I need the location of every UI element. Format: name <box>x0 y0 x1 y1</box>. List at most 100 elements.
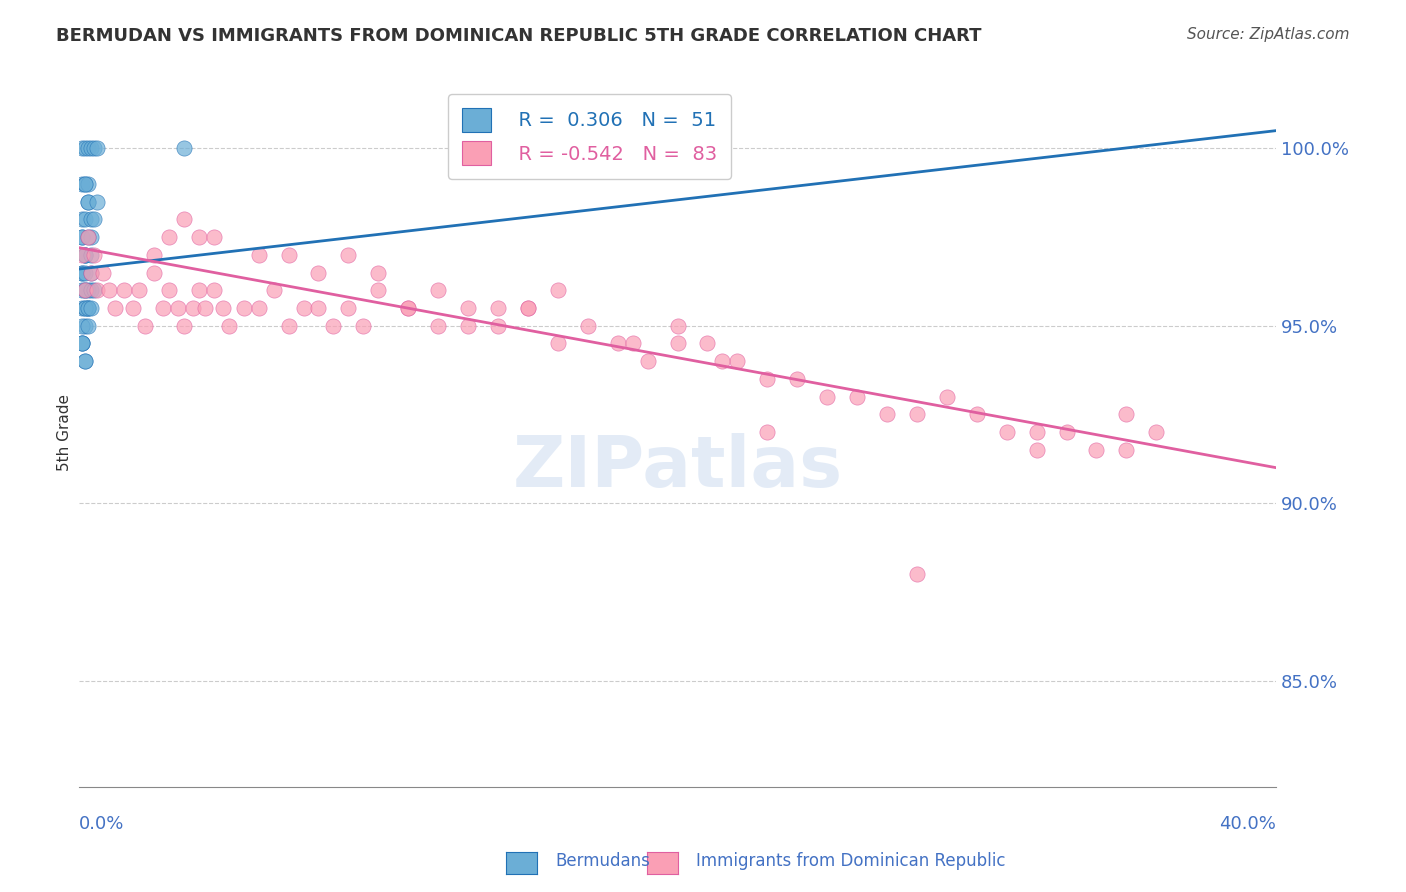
Point <box>756 372 779 386</box>
Point <box>75 141 97 155</box>
Point <box>104 301 127 315</box>
Point <box>86 283 108 297</box>
Point <box>77 301 100 315</box>
Point <box>80 141 103 155</box>
Point <box>80 230 103 244</box>
Point <box>1144 425 1167 440</box>
Point <box>427 318 450 333</box>
Point <box>292 301 315 315</box>
Point <box>396 301 419 315</box>
Point <box>157 230 180 244</box>
Point <box>396 301 419 315</box>
Point <box>516 301 538 315</box>
Point <box>457 318 479 333</box>
Point <box>637 354 659 368</box>
Point <box>112 283 135 297</box>
Point <box>308 301 330 315</box>
Point <box>77 194 100 209</box>
Point <box>75 248 97 262</box>
Point <box>75 177 97 191</box>
Point <box>70 212 93 227</box>
Point <box>194 301 217 315</box>
Point <box>75 283 97 297</box>
Point <box>1025 442 1047 457</box>
Point <box>80 248 103 262</box>
Point <box>128 283 150 297</box>
Point <box>91 266 114 280</box>
Point <box>75 301 97 315</box>
Point <box>70 283 93 297</box>
Point <box>75 248 97 262</box>
Point <box>77 194 100 209</box>
Point <box>576 318 599 333</box>
Point <box>70 318 93 333</box>
Point <box>173 212 195 227</box>
Point <box>815 390 838 404</box>
Y-axis label: 5th Grade: 5th Grade <box>58 393 72 471</box>
Point <box>142 248 165 262</box>
Point <box>666 318 689 333</box>
Point <box>75 266 97 280</box>
Legend:   R =  0.306   N =  51,   R = -0.542   N =  83: R = 0.306 N = 51, R = -0.542 N = 83 <box>449 95 731 178</box>
Point <box>80 301 103 315</box>
Point <box>427 283 450 297</box>
Point <box>75 283 97 297</box>
Point <box>80 266 103 280</box>
Point <box>134 318 156 333</box>
Point <box>77 318 100 333</box>
Point <box>876 408 898 422</box>
Point <box>75 318 97 333</box>
Point <box>352 318 374 333</box>
Point <box>232 301 254 315</box>
Point <box>322 318 344 333</box>
Text: 40.0%: 40.0% <box>1219 815 1277 833</box>
Point <box>75 301 97 315</box>
Point <box>966 408 988 422</box>
Point <box>77 141 100 155</box>
Point <box>83 212 105 227</box>
Point <box>277 248 299 262</box>
Point <box>756 425 779 440</box>
Point <box>905 567 928 582</box>
Point <box>547 336 569 351</box>
Point <box>1085 442 1108 457</box>
Point <box>263 283 285 297</box>
Text: 0.0%: 0.0% <box>79 815 125 833</box>
Point <box>70 336 93 351</box>
Point <box>70 301 93 315</box>
Point <box>786 372 808 386</box>
Point <box>621 336 644 351</box>
Point <box>308 266 330 280</box>
Text: Bermudans: Bermudans <box>555 852 650 870</box>
Point <box>337 301 360 315</box>
Point <box>70 266 93 280</box>
Point <box>142 266 165 280</box>
Point <box>70 248 93 262</box>
Point <box>1056 425 1078 440</box>
Point <box>187 283 209 297</box>
Point <box>83 248 105 262</box>
Point <box>83 141 105 155</box>
Point <box>80 212 103 227</box>
Point <box>547 283 569 297</box>
Point <box>247 301 270 315</box>
Point <box>77 230 100 244</box>
Text: BERMUDAN VS IMMIGRANTS FROM DOMINICAN REPUBLIC 5TH GRADE CORRELATION CHART: BERMUDAN VS IMMIGRANTS FROM DOMINICAN RE… <box>56 27 981 45</box>
Point <box>70 336 93 351</box>
Point <box>1115 408 1137 422</box>
Point <box>696 336 718 351</box>
Point <box>75 283 97 297</box>
Point <box>995 425 1018 440</box>
Point <box>337 248 360 262</box>
Point <box>606 336 628 351</box>
Point <box>75 177 97 191</box>
Point <box>80 266 103 280</box>
Point <box>905 408 928 422</box>
Text: ZIPatlas: ZIPatlas <box>512 434 842 502</box>
Point <box>1025 425 1047 440</box>
Point <box>77 283 100 297</box>
Point <box>75 354 97 368</box>
Point <box>202 230 225 244</box>
Point <box>173 318 195 333</box>
Point <box>725 354 748 368</box>
